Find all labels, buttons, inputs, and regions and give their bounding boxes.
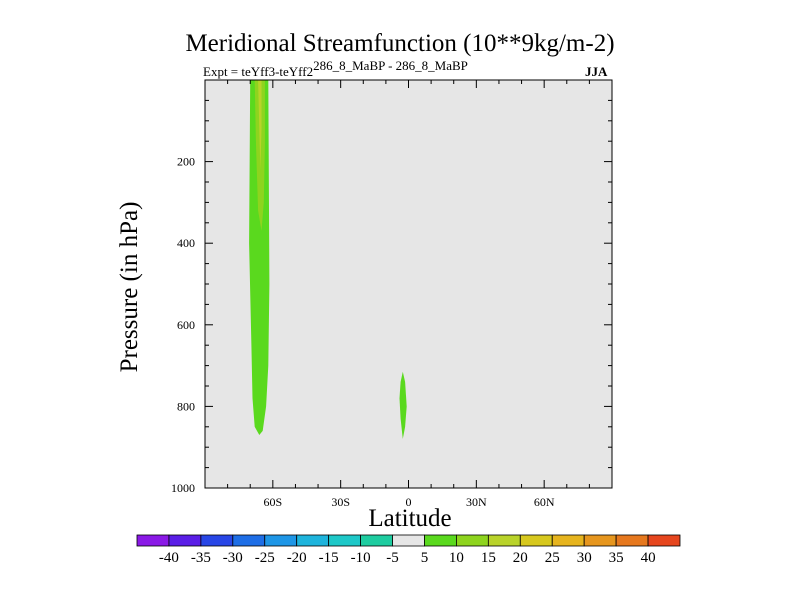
colorbar-swatch bbox=[647, 534, 681, 547]
colorbar-swatch bbox=[136, 534, 170, 547]
colorbar-swatch bbox=[264, 534, 298, 547]
colorbar-swatch bbox=[551, 534, 585, 547]
colorbar-swatch bbox=[392, 534, 425, 547]
colorbar-label: -25 bbox=[255, 550, 275, 566]
colorbar-label: 10 bbox=[449, 550, 464, 566]
contour-region-south-cell-inner bbox=[254, 80, 265, 231]
colorbar-label: -10 bbox=[351, 550, 371, 566]
colorbar-label: -20 bbox=[287, 550, 307, 566]
colorbar-label: 35 bbox=[609, 550, 624, 566]
colorbar-swatch bbox=[328, 534, 361, 547]
season-label: JJA bbox=[585, 64, 608, 79]
colorbar-label: -40 bbox=[159, 550, 179, 566]
colorbar-label: -35 bbox=[191, 550, 211, 566]
chart-title: Meridional Streamfunction (10**9kg/m-2) bbox=[185, 30, 615, 57]
colorbar-swatch bbox=[232, 534, 266, 547]
x-tick-label: 0 bbox=[406, 495, 412, 509]
colorbar-label: 15 bbox=[481, 550, 496, 566]
colorbar-label: 25 bbox=[545, 550, 560, 566]
colorbar-swatch bbox=[168, 534, 202, 547]
contour-region-equator-blob bbox=[399, 371, 407, 439]
x-tick-label: 60N bbox=[534, 495, 555, 509]
y-tick-label: 600 bbox=[177, 318, 195, 332]
plot-background bbox=[205, 80, 612, 488]
experiment-label: Expt = teYff3-teYff2286_8_MaBP - 286_8_M… bbox=[203, 58, 468, 80]
colorbar-swatch bbox=[615, 534, 649, 547]
colorbar-label: 20 bbox=[513, 550, 528, 566]
colorbar-swatch bbox=[296, 534, 330, 547]
y-tick-label: 1000 bbox=[171, 481, 195, 495]
y-tick-label: 200 bbox=[177, 155, 195, 169]
contour-region-south-cell-core bbox=[258, 80, 262, 170]
experiment-name: Expt = teYff3-teYff2 bbox=[203, 64, 314, 79]
colorbar-label: 5 bbox=[421, 550, 429, 566]
colorbar-label: -15 bbox=[319, 550, 339, 566]
colorbar-swatch bbox=[200, 534, 234, 547]
colorbar-swatch bbox=[456, 534, 489, 547]
x-tick-label: 30N bbox=[466, 495, 487, 509]
colorbar-swatch bbox=[424, 534, 457, 547]
y-tick-label: 400 bbox=[177, 236, 195, 250]
experiment-period: 286_8_MaBP - 286_8_MaBP bbox=[313, 58, 468, 73]
x-tick-label: 30S bbox=[331, 495, 350, 509]
colorbar-swatch bbox=[360, 534, 393, 547]
y-tick-label: 800 bbox=[177, 399, 195, 413]
colorbar-swatch bbox=[487, 534, 521, 547]
x-tick-label: 60S bbox=[263, 495, 282, 509]
x-axis-label: Latitude bbox=[368, 505, 452, 532]
colorbar-label: -5 bbox=[386, 550, 399, 566]
colorbar-label: 40 bbox=[641, 550, 656, 566]
colorbar-label: -30 bbox=[223, 550, 243, 566]
colorbar-label: 30 bbox=[577, 550, 592, 566]
colorbar-swatch bbox=[583, 534, 617, 547]
colorbar-swatch bbox=[519, 534, 553, 547]
